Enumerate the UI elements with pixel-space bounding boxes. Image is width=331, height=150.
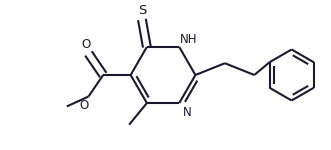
Text: O: O: [79, 99, 88, 112]
Text: N: N: [183, 106, 191, 119]
Text: NH: NH: [180, 33, 198, 46]
Text: S: S: [138, 4, 146, 17]
Text: O: O: [81, 38, 90, 51]
